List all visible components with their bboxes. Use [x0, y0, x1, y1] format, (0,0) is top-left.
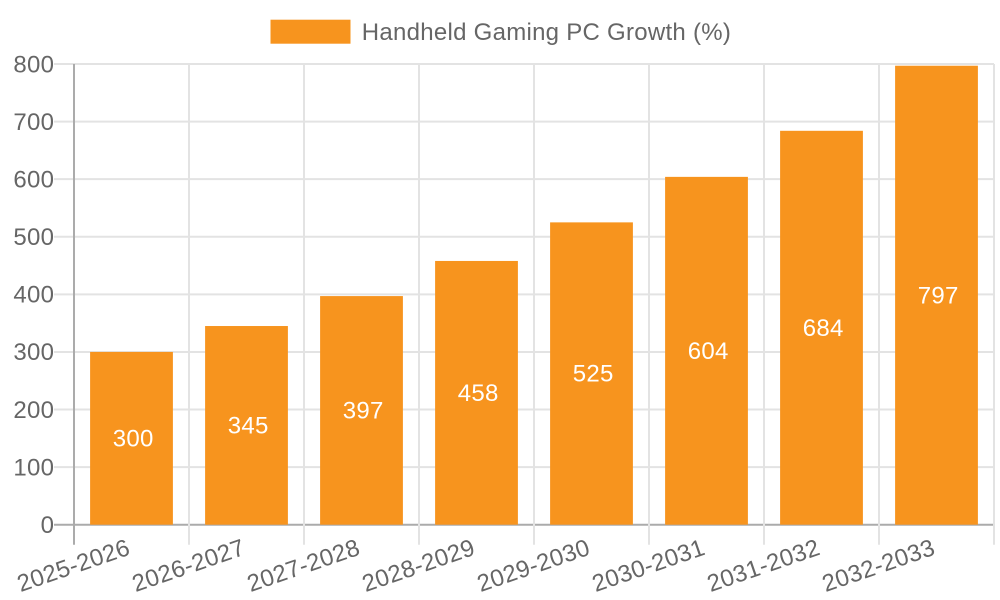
svg-text:797: 797 — [918, 282, 959, 309]
svg-text:397: 397 — [343, 397, 384, 424]
svg-text:525: 525 — [573, 361, 614, 388]
svg-text:458: 458 — [458, 380, 499, 407]
svg-text:345: 345 — [228, 412, 269, 439]
svg-text:Handheld Gaming PC Growth (%): Handheld Gaming PC Growth (%) — [362, 19, 731, 46]
svg-text:100: 100 — [13, 454, 54, 481]
svg-text:0: 0 — [41, 512, 55, 539]
svg-text:700: 700 — [13, 109, 54, 136]
svg-text:684: 684 — [803, 315, 844, 342]
svg-text:600: 600 — [13, 166, 54, 193]
svg-text:500: 500 — [13, 224, 54, 251]
svg-text:400: 400 — [13, 282, 54, 309]
svg-text:300: 300 — [13, 339, 54, 366]
svg-text:604: 604 — [688, 338, 729, 365]
svg-text:200: 200 — [13, 397, 54, 424]
svg-text:300: 300 — [113, 425, 154, 452]
svg-text:800: 800 — [13, 51, 54, 78]
